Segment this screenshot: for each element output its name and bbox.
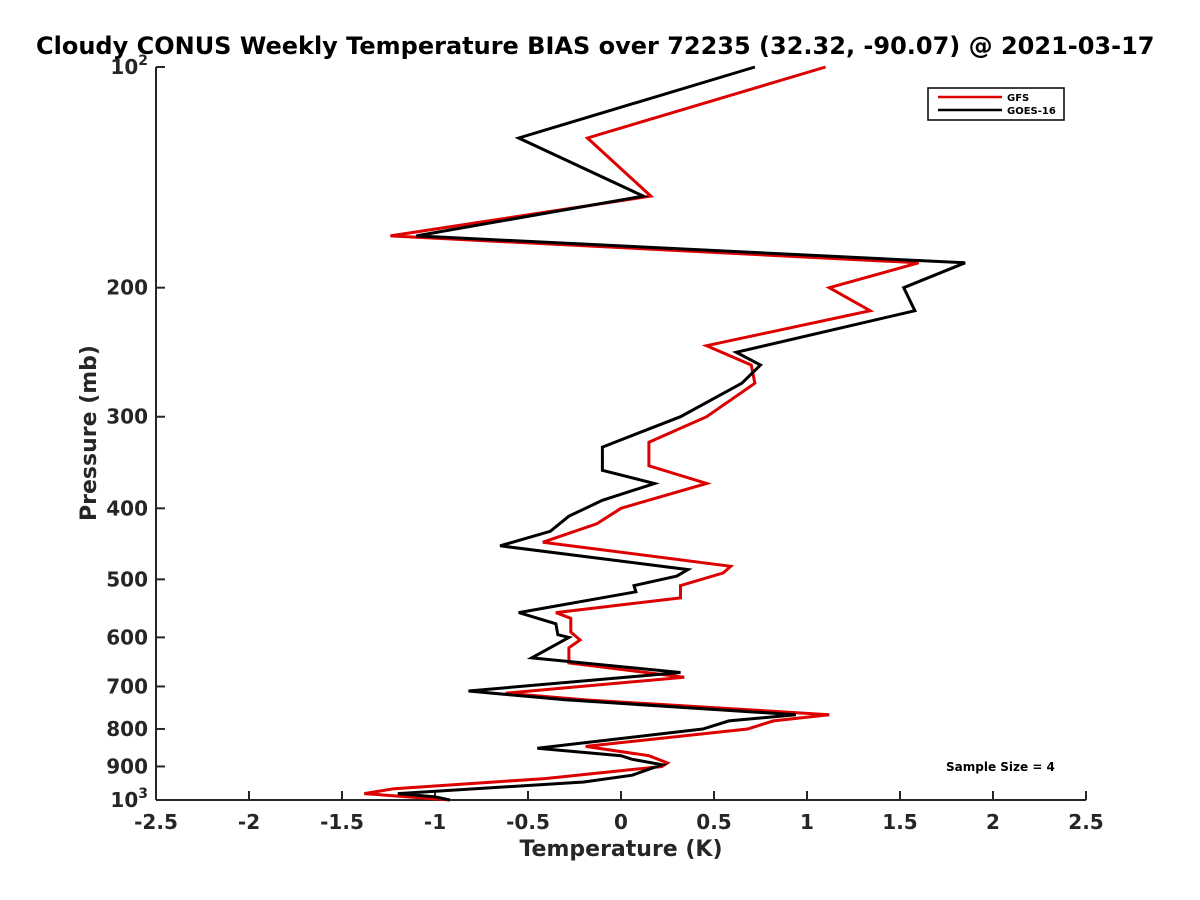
- y-tick-label: 200: [106, 276, 148, 300]
- y-tick-label: 600: [106, 625, 148, 649]
- plot-area: [155, 67, 1086, 801]
- chart-title: Cloudy CONUS Weekly Temperature BIAS ove…: [36, 32, 1154, 60]
- x-tick-label: 2: [986, 810, 1000, 834]
- y-tick-label: 900: [106, 754, 148, 778]
- y-tick-label: 700: [106, 674, 148, 698]
- x-tick-label: 0: [614, 810, 628, 834]
- x-tick-label: -2: [238, 810, 260, 834]
- y-axis-ticks: 102 200 300 400 500 600 700 800 900 103: [106, 53, 165, 812]
- y-tick-label: 300: [106, 405, 148, 429]
- y-tick-label: 800: [106, 717, 148, 741]
- x-axis-ticks: -2.5 -2 -1.5 -1 -0.5 0 0.5 1 1.5 2 2.5: [134, 791, 1104, 834]
- x-tick-label: 0.5: [696, 810, 731, 834]
- x-tick-label: 1: [800, 810, 814, 834]
- y-tick-label: 102: [110, 53, 148, 79]
- x-tick-label: -1.5: [320, 810, 364, 834]
- x-tick-label: -0.5: [506, 810, 550, 834]
- sample-size-annotation: Sample Size = 4: [946, 760, 1055, 774]
- y-tick-label: 103: [110, 786, 148, 812]
- series-line-goes16: [397, 65, 966, 802]
- x-tick-label: -1: [424, 810, 446, 834]
- series-line-gfs: [364, 65, 920, 802]
- legend-label-goes16: GOES-16: [1007, 106, 1056, 117]
- x-tick-label: -2.5: [134, 810, 178, 834]
- series-lines: [364, 65, 966, 802]
- legend-box: [927, 87, 1065, 121]
- legend: GFS GOES-16: [927, 87, 1065, 121]
- x-axis-label: Temperature (K): [519, 837, 722, 862]
- legend-label-gfs: GFS: [1007, 93, 1029, 104]
- y-tick-label: 500: [106, 567, 148, 591]
- x-tick-label: 2.5: [1068, 810, 1103, 834]
- y-tick-label: 400: [106, 496, 148, 520]
- x-tick-label: 1.5: [882, 810, 917, 834]
- y-axis-label: Pressure (mb): [77, 345, 102, 521]
